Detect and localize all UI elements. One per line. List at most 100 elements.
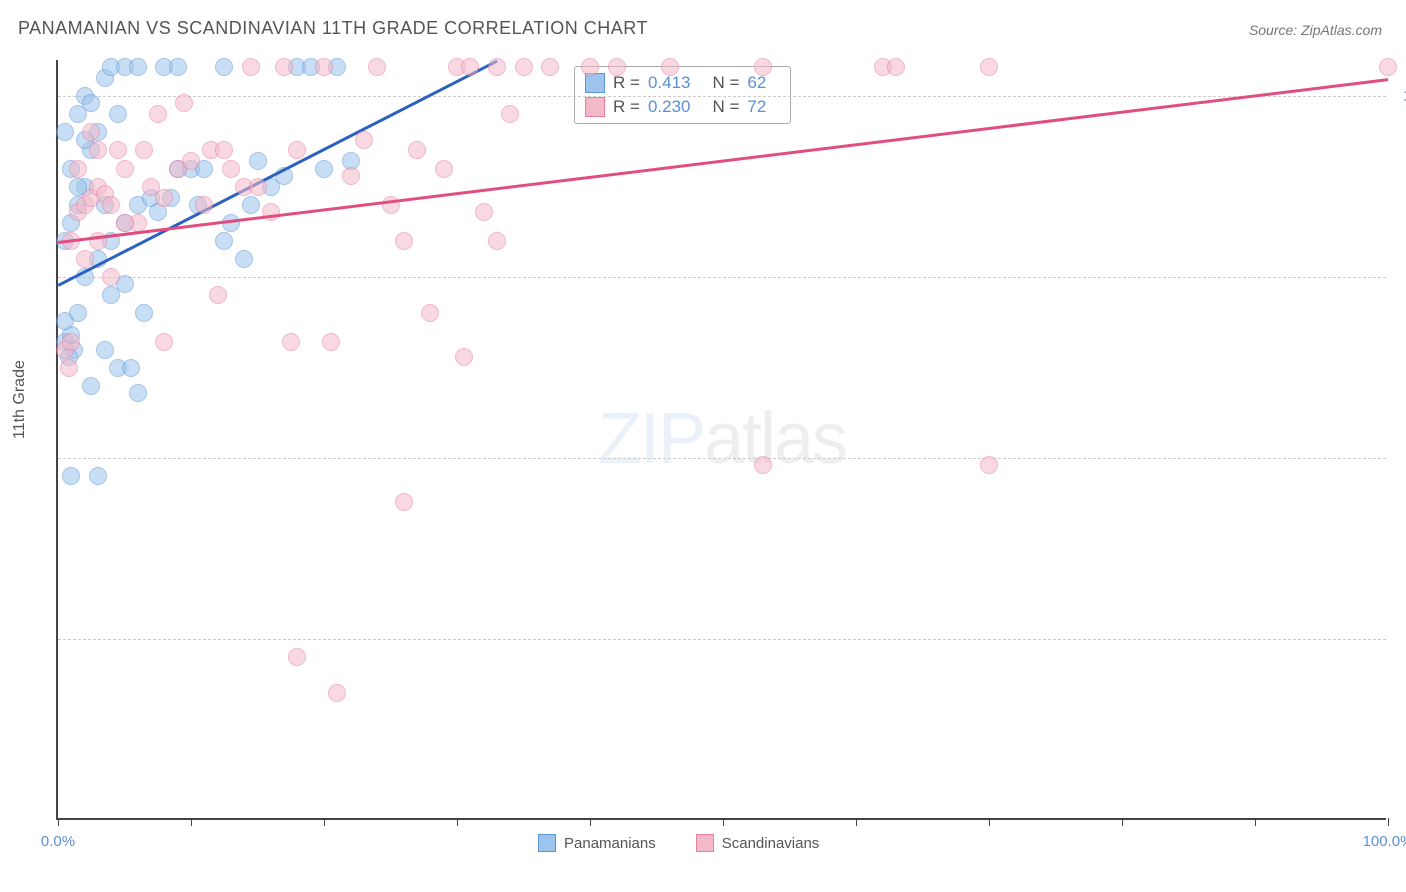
scatter-point [135,141,153,159]
scatter-point [275,58,293,76]
scatter-point [421,304,439,322]
scatter-point [395,493,413,511]
scatter-point [435,160,453,178]
x-tick-label: 100.0% [1363,833,1406,850]
scatter-point [368,58,386,76]
scatter-point [102,196,120,214]
scatter-point [661,58,679,76]
scatter-point [209,286,227,304]
scatter-point [129,58,147,76]
scatter-point [82,377,100,395]
scatter-point [980,456,998,474]
scatter-point [980,58,998,76]
scatter-point [1379,58,1397,76]
scatter-point [89,467,107,485]
scatter-point [488,58,506,76]
scatter-point [215,232,233,250]
scatter-point [515,58,533,76]
gridline [58,277,1386,278]
scatter-point [608,58,626,76]
plot-area: ZIPatlas R =0.413N =62R =0.230N =72 Pana… [56,60,1386,820]
scatter-point [249,178,267,196]
scatter-point [109,141,127,159]
legend-n-value: 72 [747,97,766,117]
scatter-point [328,684,346,702]
scatter-point [195,196,213,214]
scatter-point [488,232,506,250]
x-tick [723,818,724,826]
scatter-point [475,203,493,221]
scatter-point [235,250,253,268]
scatter-point [62,333,80,351]
scatter-point [315,58,333,76]
legend-r-label: R = [613,97,640,117]
scatter-point [249,152,267,170]
bottom-legend-label: Scandinavians [722,835,820,852]
scatter-point [89,141,107,159]
x-tick [324,818,325,826]
scatter-point [135,304,153,322]
legend-n-label: N = [712,97,739,117]
bottom-legend-label: Panamanians [564,835,656,852]
scatter-point [155,333,173,351]
x-tick [191,818,192,826]
x-tick [1388,818,1389,826]
scatter-point [56,123,74,141]
y-axis-title: 11th Grade [11,360,29,439]
scatter-point [169,58,187,76]
x-tick [989,818,990,826]
gridline [58,96,1386,97]
source-label: Source: ZipAtlas.com [1249,22,1382,38]
scatter-point [76,250,94,268]
scatter-point [408,141,426,159]
bottom-legend: Panamanians Scandinavians [538,834,819,852]
scatter-point [288,648,306,666]
scatter-point [222,160,240,178]
scatter-point [62,467,80,485]
x-tick [58,818,59,826]
bottom-legend-item: Panamanians [538,834,656,852]
scatter-point [455,348,473,366]
scatter-point [215,58,233,76]
gridline [58,639,1386,640]
scatter-point [116,214,134,232]
scatter-point [461,58,479,76]
scatter-point [581,58,599,76]
scatter-point [395,232,413,250]
scatter-point [109,105,127,123]
scatter-point [541,58,559,76]
legend-swatch [585,97,605,117]
scatter-point [242,58,260,76]
watermark: ZIPatlas [598,398,846,480]
scatter-point [149,105,167,123]
scatter-point [242,196,260,214]
x-tick [590,818,591,826]
scatter-point [116,160,134,178]
scatter-point [282,333,300,351]
scatter-point [82,123,100,141]
scatter-point [288,141,306,159]
scatter-point [215,141,233,159]
x-tick-label: 0.0% [41,833,75,850]
scatter-point [342,167,360,185]
x-tick [856,818,857,826]
scatter-point [322,333,340,351]
scatter-point [355,131,373,149]
watermark-part2: atlas [704,399,846,479]
scatter-point [129,384,147,402]
bottom-legend-swatch [696,834,714,852]
chart-title: PANAMANIAN VS SCANDINAVIAN 11TH GRADE CO… [18,18,648,39]
legend-row: R = 0.230 N = 72 [585,95,780,119]
legend-r-value: 0.230 [648,97,691,117]
x-tick [457,818,458,826]
bottom-legend-item: Scandinavians [696,834,820,852]
scatter-point [182,152,200,170]
scatter-point [82,94,100,112]
scatter-point [155,189,173,207]
legend-n-label: N = [712,73,739,93]
scatter-point [754,456,772,474]
scatter-point [60,359,78,377]
x-tick [1255,818,1256,826]
scatter-point [315,160,333,178]
scatter-point [102,268,120,286]
